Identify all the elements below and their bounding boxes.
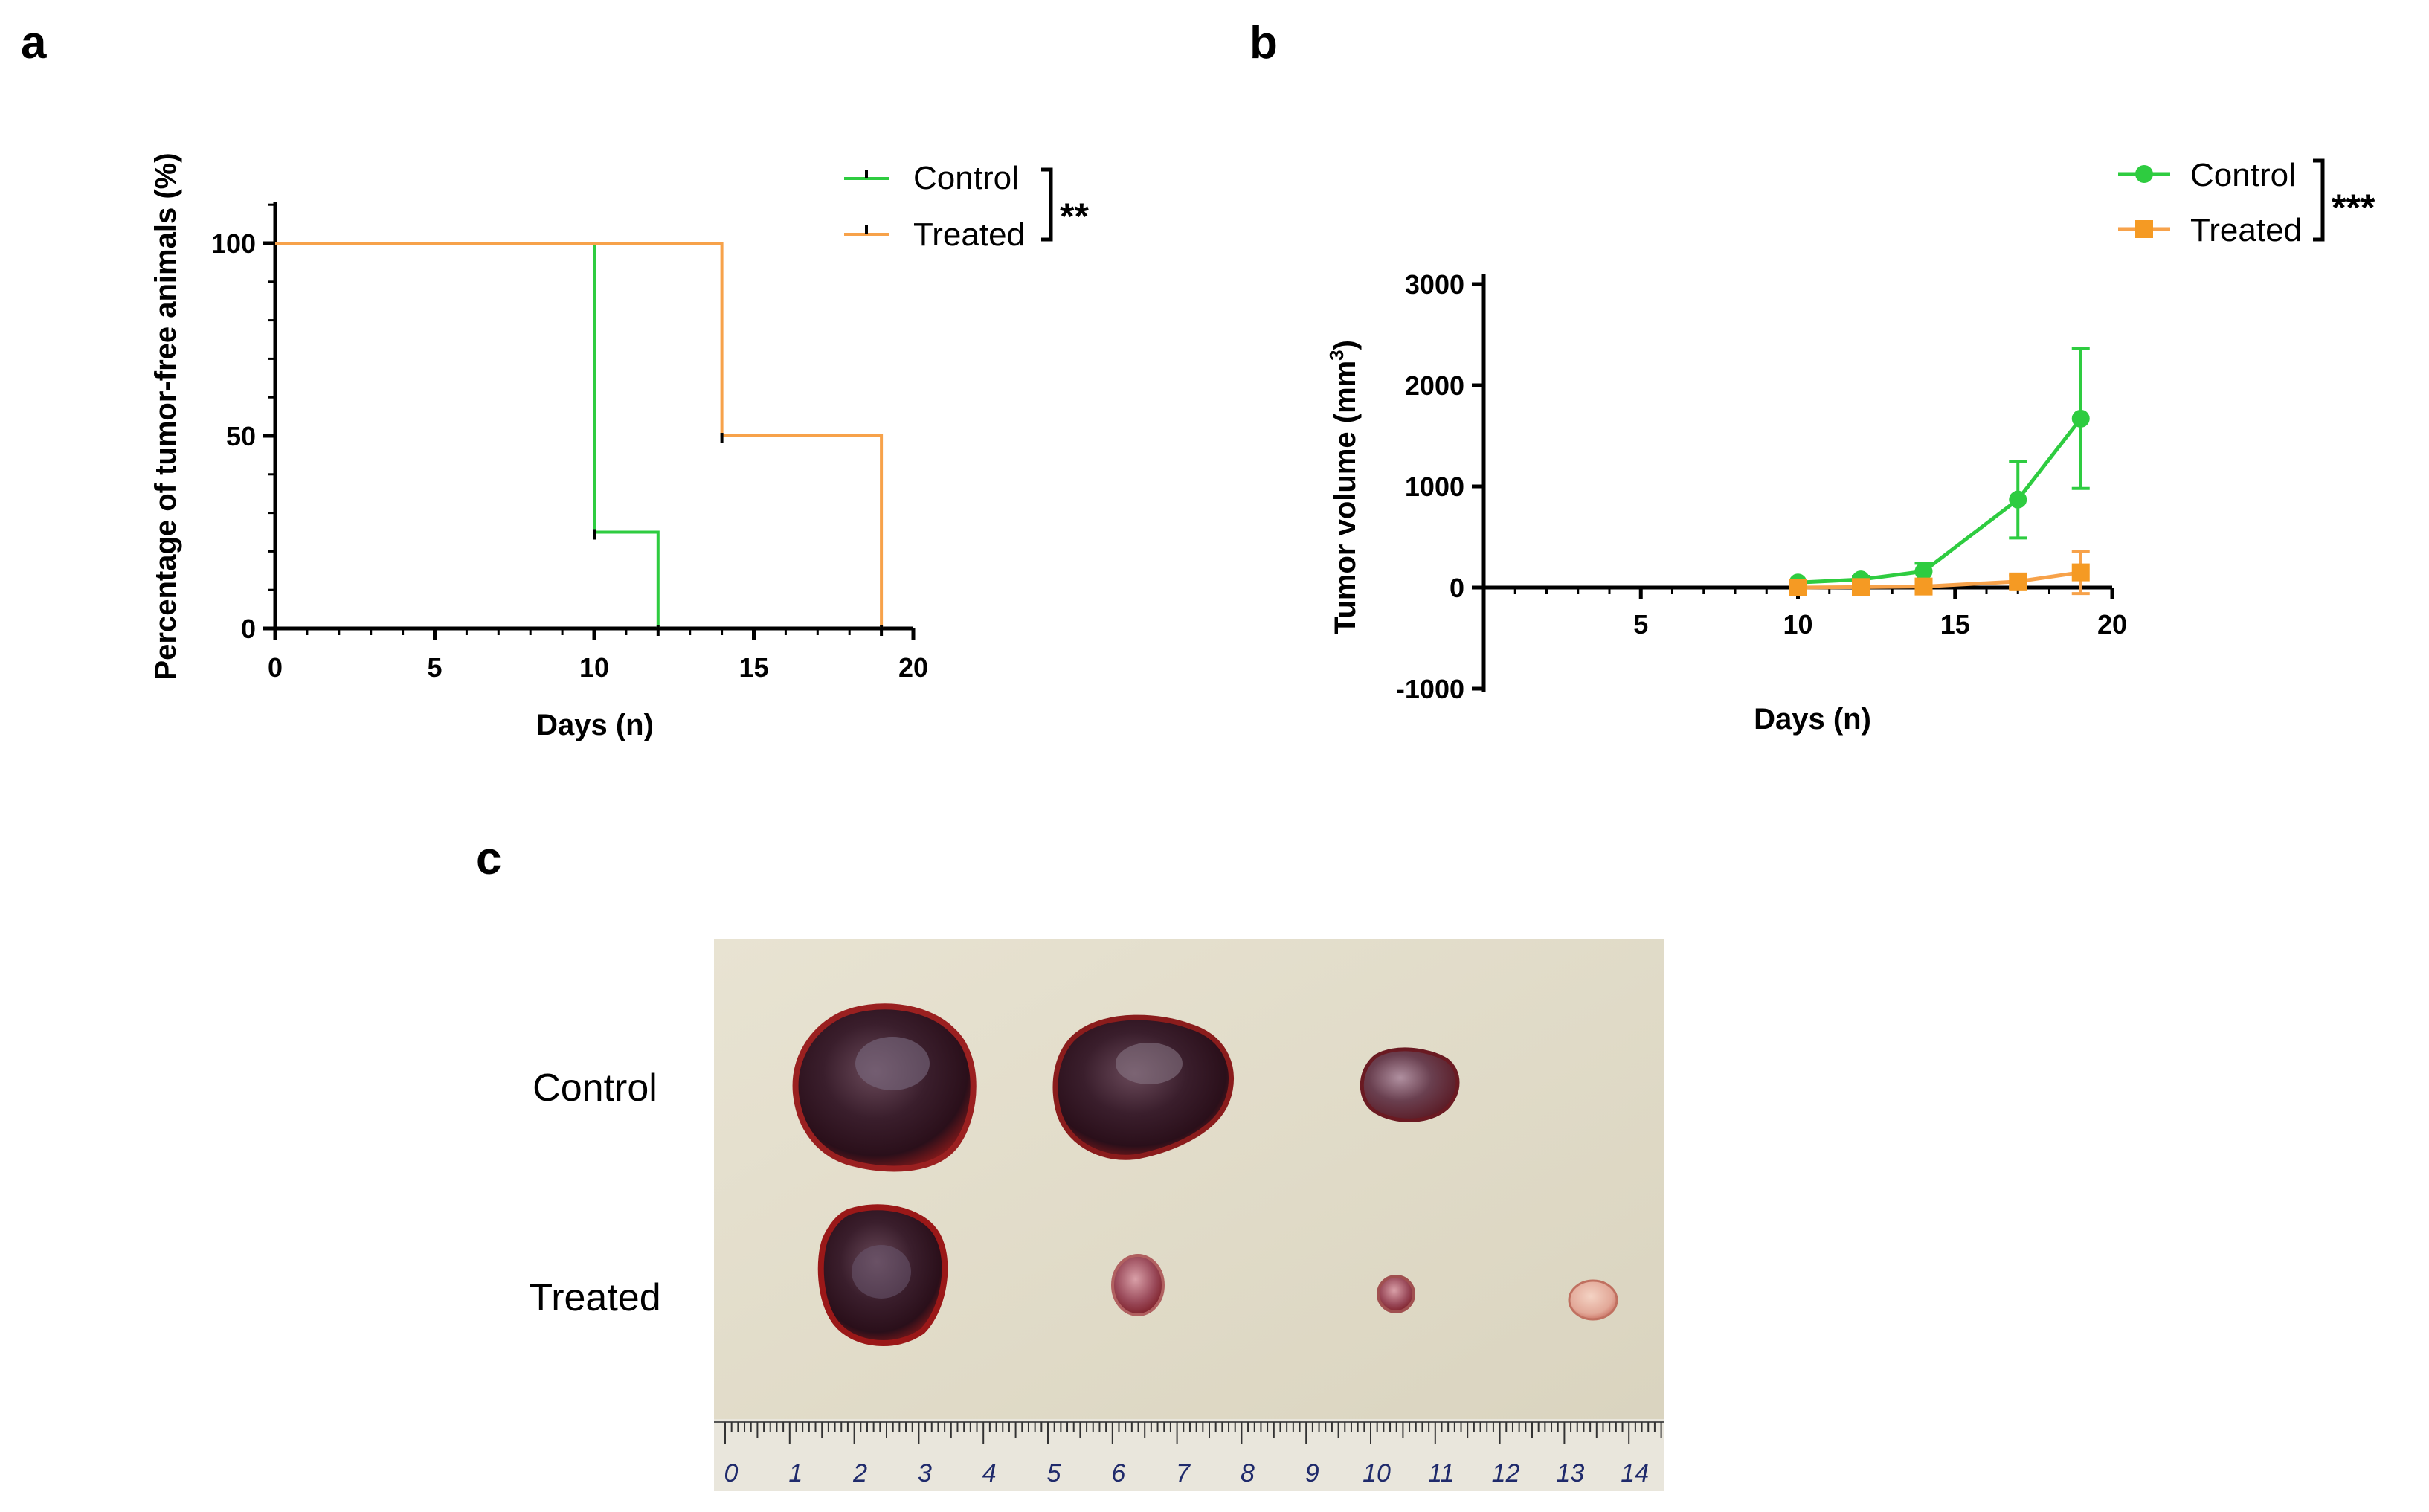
data-point-control-b (1914, 562, 1933, 581)
y-axis-title-b-end: ) (1329, 340, 1362, 350)
x-axis-title-b: Days (n) (1754, 703, 1871, 736)
data-point-control-b (2071, 409, 2090, 428)
ruler-number: 14 (1621, 1459, 1649, 1487)
tumor-treated-3 (1377, 1275, 1415, 1313)
significance-bracket-b (2313, 158, 2325, 242)
ruler-number: 6 (1111, 1459, 1125, 1487)
photo-row-label-treated: Treated (529, 1276, 660, 1319)
y-axis-title-b-main: Tumor volume (mm (1329, 361, 1362, 634)
legend-label-control-b: Control (2190, 157, 2296, 193)
significance-bracket-a (1041, 167, 1053, 242)
y-tick-label-b-1: 0 (1450, 573, 1464, 603)
significance-b: *** (2332, 187, 2375, 228)
x-tick-label-b-2: 15 (1940, 609, 1970, 640)
tumor-treated-2 (1111, 1254, 1165, 1316)
x-tick-label-a-4: 20 (898, 652, 928, 683)
data-point-treated-b (1914, 577, 1933, 596)
tumor-treated-4 (1568, 1279, 1618, 1321)
panel-letter-c: c (476, 833, 501, 884)
y-tick-label-b-3: 2000 (1405, 370, 1464, 401)
ruler-number: 10 (1363, 1459, 1391, 1487)
ruler-number: 2 (852, 1459, 867, 1487)
panel-letter-b: b (1249, 17, 1278, 68)
x-tick-label-a-0: 0 (268, 652, 283, 683)
x-tick-label-a-2: 10 (579, 652, 609, 683)
y-tick-label-b-0: -1000 (1396, 674, 1464, 704)
survival-chart: 0 5 10 15 20 0 50 100 Days (n) Percentage of tu… (149, 152, 1089, 741)
ruler-number: 0 (724, 1459, 739, 1487)
ruler: 0 1 2 3 4 5 6 7 8 9 10 11 12 13 14 (714, 1419, 1664, 1491)
ruler-number: 5 (1047, 1459, 1061, 1487)
y-tick-label-a-2: 100 (211, 228, 256, 259)
y-axis-title-a: Percentage of tumor-free animals (%) (149, 152, 182, 680)
ruler-number: 1 (788, 1459, 802, 1487)
ruler-number: 7 (1176, 1459, 1191, 1487)
x-tick-label-a-3: 15 (739, 652, 768, 683)
series-line-control-b (1798, 417, 2082, 585)
tumor-volume-chart: 5 10 15 20 -1000 0 1000 2000 3000 Days (n) Tumor… (1325, 157, 2375, 736)
y-tick-label-b-4: 3000 (1405, 269, 1464, 300)
y-tick-label-a-0: 0 (241, 614, 256, 644)
panel-letter-a: a (21, 17, 47, 68)
series-line-treated-a (275, 242, 884, 628)
tumor-control-2 (1052, 1014, 1235, 1160)
data-point-treated-b (2071, 563, 2090, 582)
x-tick-label-a-1: 5 (427, 652, 442, 683)
y-tick-label-b-2: 1000 (1405, 472, 1464, 502)
photo-row-label-control: Control (533, 1067, 657, 1110)
y-axis-title-b: Tumor volume (mm3) (1325, 340, 1362, 634)
legend-b: Control Treated *** (2118, 157, 2375, 248)
ruler-number: 4 (982, 1459, 997, 1487)
legend-marker-control-b (2135, 165, 2153, 183)
ruler-number: 8 (1241, 1459, 1255, 1487)
data-point-treated-b (1852, 578, 1870, 596)
legend-label-treated-a: Treated (913, 216, 1025, 253)
tumor-control-3 (1360, 1047, 1460, 1122)
legend-label-control-a: Control (913, 160, 1019, 196)
y-tick-label-a-1: 50 (226, 421, 256, 451)
x-tick-label-b-0: 5 (1633, 609, 1648, 640)
series-line-control-a (275, 242, 660, 628)
legend-a: Control Treated ** (844, 160, 1089, 253)
ruler-number: 3 (918, 1459, 932, 1487)
x-axis-title-a: Days (n) (536, 709, 654, 741)
ruler-number: 11 (1428, 1459, 1454, 1487)
ruler-number: 12 (1492, 1459, 1520, 1487)
x-tick-label-b-3: 20 (2097, 609, 2127, 640)
data-point-control-b (2009, 490, 2027, 509)
y-axis-title-b-sup: 3 (1325, 350, 1348, 360)
data-point-treated-b (1789, 579, 1807, 596)
tumor-photo: 0 1 2 3 4 5 6 7 8 9 10 11 12 13 14 (714, 939, 1664, 1491)
ruler-number: 9 (1305, 1459, 1319, 1487)
tumor-photo-panel: Control Treated 0 1 2 3 4 5 6 7 8 9 10 11 12 13 14 (529, 939, 1664, 1491)
data-point-treated-b (2009, 572, 2027, 591)
ruler-number: 13 (1556, 1459, 1584, 1487)
x-tick-label-b-1: 10 (1783, 609, 1812, 640)
legend-label-treated-b: Treated (2190, 212, 2302, 248)
significance-a: ** (1060, 196, 1089, 237)
legend-marker-treated-b (2135, 220, 2153, 238)
